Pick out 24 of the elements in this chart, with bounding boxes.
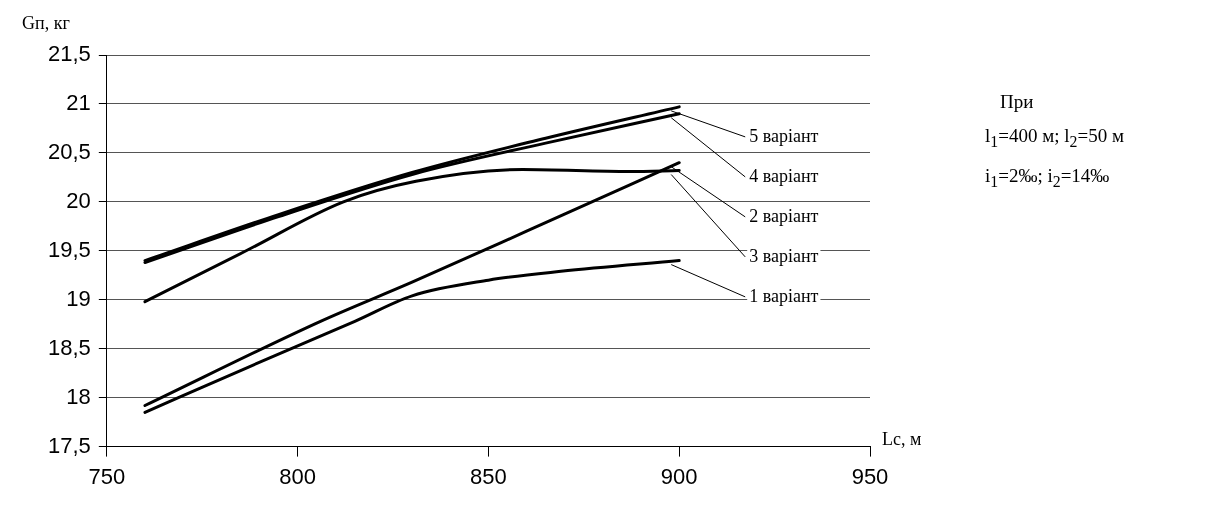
y-tick-label: 19: [66, 285, 91, 311]
x-axis-title: Lc, м: [882, 429, 922, 450]
text: l$_{1}$=400 м; l$_{2}$=50 м: [985, 124, 1124, 152]
text: 1 варіант: [749, 285, 819, 306]
legend-label: 5 варіант: [749, 125, 819, 146]
text: При: [999, 90, 1035, 114]
x-tick-label: 750: [88, 463, 126, 489]
x-tick-label: 850: [470, 463, 507, 489]
x-tick-label: 950: [851, 463, 889, 489]
text: 3 варіант: [749, 245, 819, 266]
y-tick-label: 19,5: [47, 236, 91, 262]
x-tick-label: 800: [279, 463, 316, 489]
y-axis-title: Gп, кг: [22, 12, 70, 33]
y-tick-label: 18,5: [47, 334, 91, 360]
y-tick-label: 20: [66, 187, 91, 213]
y-tick-label: 17,5: [47, 432, 91, 458]
text: i$_{1}$=2‰; i$_{2}$=14‰: [985, 163, 1111, 192]
y-tick-label: 21,5: [47, 41, 91, 67]
y-tick-label: 20,5: [47, 138, 91, 164]
y-tick-label: 18: [66, 383, 91, 409]
text: 2 варіант: [749, 205, 819, 226]
x-tick-label: 900: [660, 463, 698, 489]
text: 4 варіант: [749, 165, 819, 186]
y-tick-label: 21: [66, 90, 91, 116]
